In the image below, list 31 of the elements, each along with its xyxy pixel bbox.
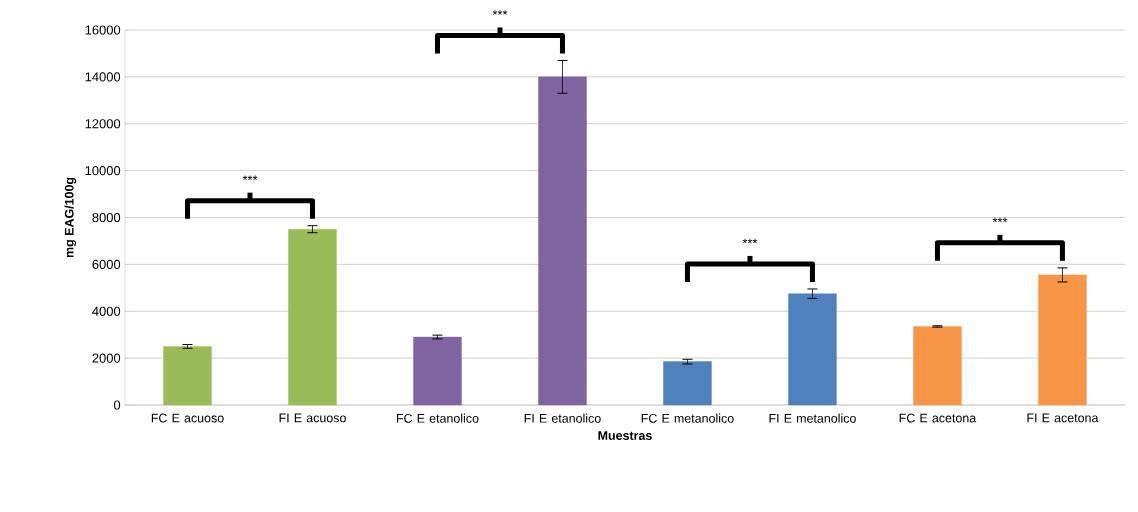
bar <box>913 326 962 406</box>
y-tick-label: 0 <box>113 400 121 410</box>
x-tick-label: FC E acetona <box>899 413 977 423</box>
y-tick-label: 12000 <box>85 119 121 129</box>
annotation: *** <box>742 238 758 244</box>
y-tick-label: 16000 <box>85 25 121 35</box>
bar <box>413 336 462 406</box>
x-tick-label: FC E acuoso <box>151 413 224 423</box>
annotation: *** <box>242 175 258 180</box>
y-tick-label: 8000 <box>92 212 121 223</box>
x-tick-label: FC E etanolico <box>396 413 479 423</box>
text: *** <box>492 10 508 15</box>
bar <box>538 76 587 406</box>
bar <box>163 346 212 406</box>
x-tick-label: FI E etanolico <box>524 413 601 423</box>
y-tick-label: 14000 <box>85 72 121 82</box>
y-tick-label: 10000 <box>85 166 121 176</box>
annotation: *** <box>992 217 1008 223</box>
y-axis-title: mg EAG/100g <box>64 177 77 258</box>
y-tick-label: 6000 <box>92 259 121 269</box>
y-tick-label: 2000 <box>92 353 121 363</box>
bar <box>1038 274 1087 406</box>
bar <box>788 293 837 406</box>
x-axis-title: Muestras <box>598 431 652 440</box>
x-tick-label: FI E metanolico <box>769 413 856 423</box>
x-tick-label: FI E acuoso <box>279 413 346 423</box>
bar <box>288 229 337 406</box>
y-tick-label: 4000 <box>92 306 121 316</box>
x-tick-label: FI E acetona <box>1027 413 1099 423</box>
bar <box>663 361 712 406</box>
x-tick-label: FC E metanolico <box>641 413 734 423</box>
